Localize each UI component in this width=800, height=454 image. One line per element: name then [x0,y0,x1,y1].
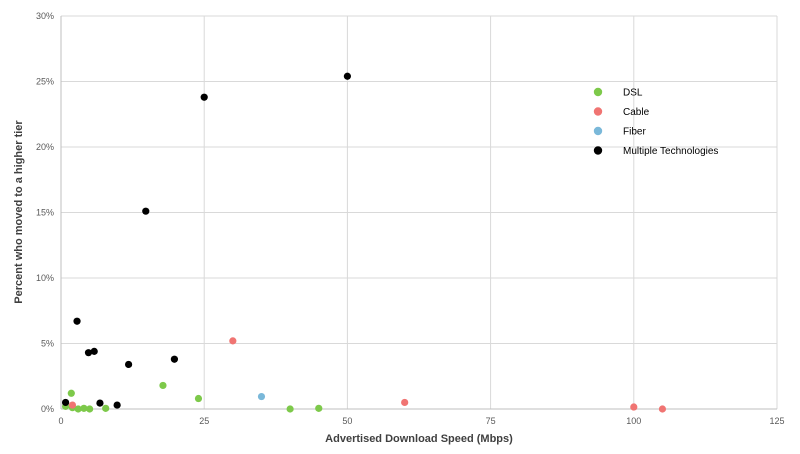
dsl-point [194,394,203,403]
cable-point [630,403,638,411]
x-tick-label: 25 [199,416,209,426]
cable-point [401,398,409,407]
dsl-point [74,405,82,413]
multiple-technologies-point [142,207,150,215]
legend-label-cable: Cable [623,107,650,118]
dsl-point [286,405,294,413]
y-tick-label: 0% [41,404,54,414]
multiple-technologies-point [73,317,81,325]
dsl-point [67,389,75,397]
x-tick-label: 75 [486,416,496,426]
y-tick-label: 20% [36,142,54,152]
legend-label-multiple-technologies: Multiple Technologies [623,146,718,157]
x-axis-title: Advertised Download Speed (Mbps) [325,433,513,445]
y-tick-label: 15% [36,208,54,218]
axes [60,16,777,410]
y-axis-title: Percent who moved to a higher tier [13,120,25,304]
cable-point [229,337,237,345]
data-points [61,72,667,413]
multiple-technologies-point [200,93,208,101]
multiple-technologies-point [96,399,104,407]
multiple-technologies-point [61,398,70,407]
dsl-point [159,381,167,390]
legend-marker-dsl [593,87,603,97]
y-tick-label: 5% [41,339,54,349]
dsl-point [315,404,323,412]
multiple-technologies-point [343,72,351,80]
cable-point [68,401,77,409]
y-tick-labels: 0% 5% 10% 15% 20% 25% 30% [36,11,54,414]
x-tick-label: 50 [342,416,352,426]
x-tick-label: 100 [626,416,641,426]
multiple-technologies-point [90,347,98,355]
y-tick-label: 30% [36,11,54,21]
multiple-technologies-point [84,349,93,357]
y-tick-label: 25% [36,77,54,87]
legend-label-dsl: DSL [623,88,643,99]
fiber-point [257,392,266,401]
legend-marker-multiple-technologies [593,146,603,155]
y-tick-label: 10% [36,273,54,283]
dsl-point [80,404,88,412]
cable-point [658,405,667,413]
dsl-point [86,405,94,413]
multiple-technologies-point [170,355,179,363]
gridlines [61,15,778,409]
x-tick-labels: 0 25 50 75 100 125 [58,416,784,426]
legend: DSL Cable Fiber Multiple Technologies [593,87,718,157]
multiple-technologies-point [113,401,121,409]
legend-label-fiber: Fiber [623,127,646,138]
legend-marker-cable [593,107,603,116]
x-tick-label: 0 [58,416,63,426]
legend-marker-fiber [593,126,603,136]
x-tick-label: 125 [769,416,784,426]
dsl-point [102,404,110,412]
multiple-technologies-point [124,360,133,369]
